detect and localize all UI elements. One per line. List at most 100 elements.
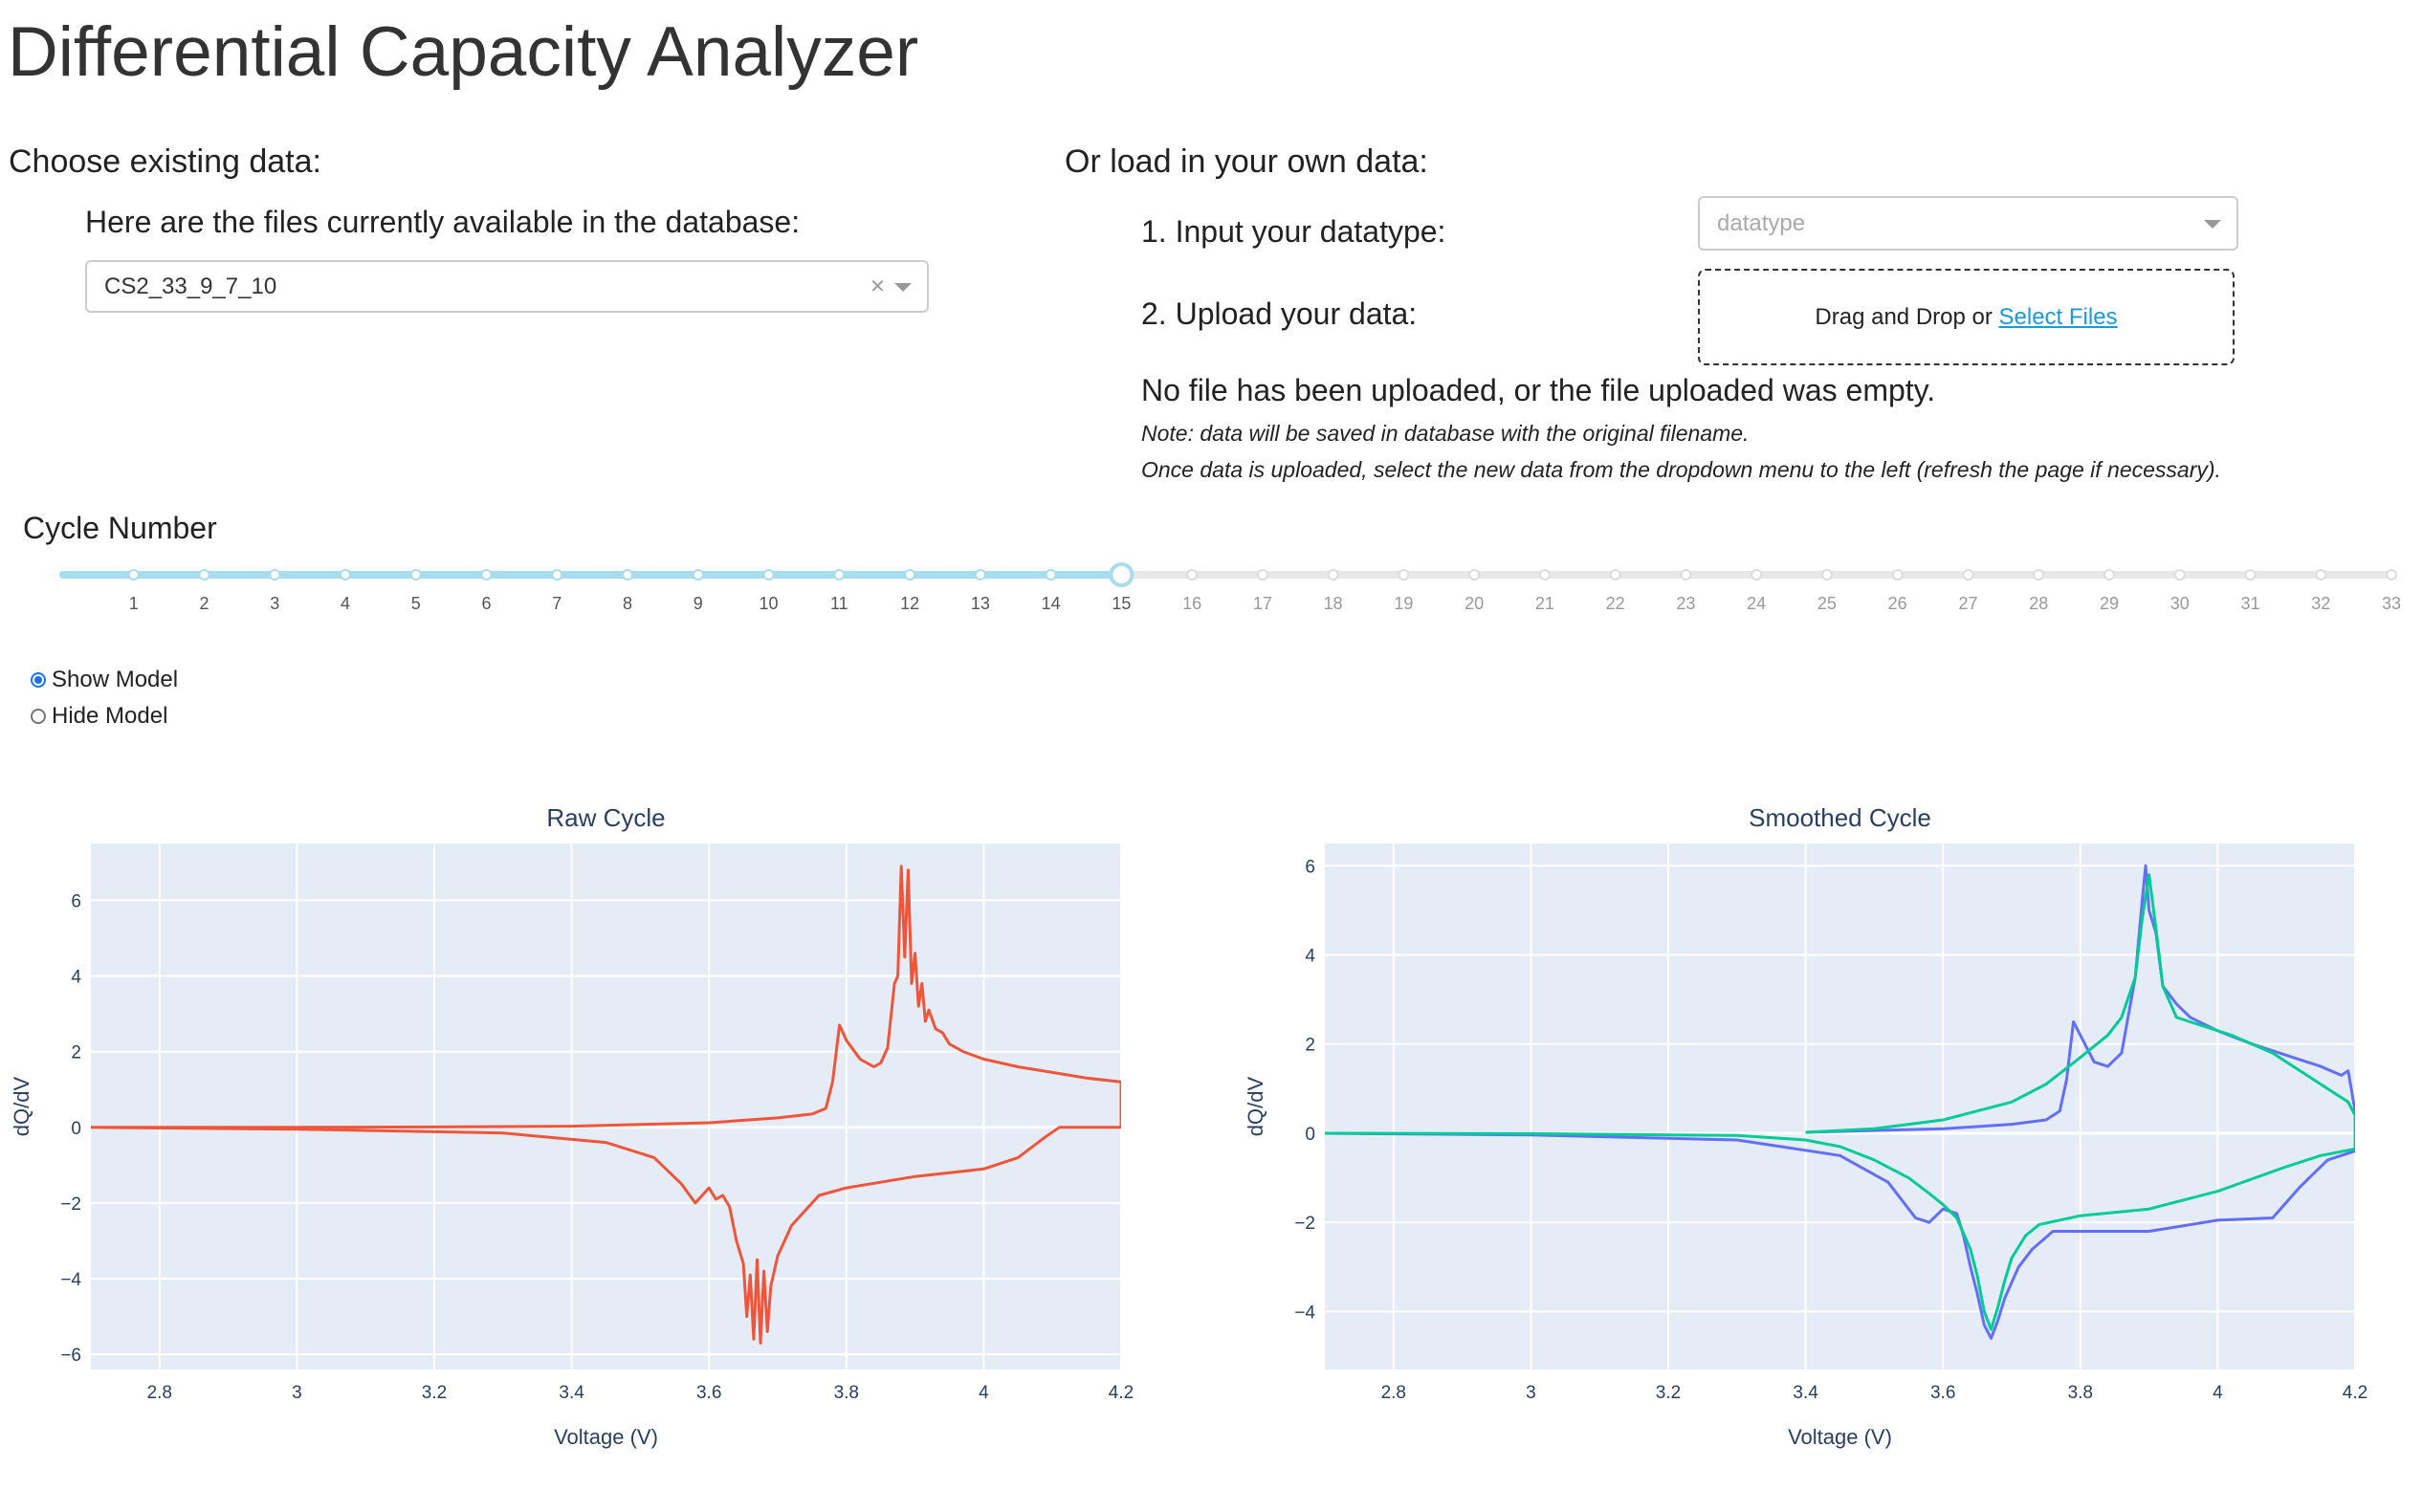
slider-dot[interactable] — [904, 569, 916, 581]
slider-dot[interactable] — [1962, 569, 1974, 581]
x-tick-label: 3 — [1526, 1383, 1536, 1403]
slider-mark-label[interactable]: 13 — [971, 594, 990, 613]
cycle-number-slider[interactable]: 1 2 3 4 5 6 7 8 9 10 11 12 13 14 15 16 17 18 19 20 21 22 23 24 2… — [0, 550, 2423, 622]
hide-model-radio[interactable] — [31, 709, 46, 724]
datatype-dropdown[interactable]: datatype — [1698, 196, 2238, 251]
slider-dot[interactable] — [1256, 569, 1268, 581]
slider-mark-label[interactable]: 27 — [1958, 594, 1977, 613]
slider-mark-label[interactable]: 2 — [200, 594, 209, 613]
slider-mark-label[interactable]: 14 — [1042, 594, 1061, 613]
slider-mark-label[interactable]: 9 — [694, 594, 703, 613]
smoothed-cycle-plot-area — [1325, 844, 2355, 1370]
y-tick-label: 0 — [71, 1119, 81, 1139]
slider-mark-label[interactable]: 30 — [2170, 594, 2190, 613]
y-tick-label: −2 — [1294, 1214, 1315, 1234]
x-tick-label: 3.6 — [696, 1383, 721, 1403]
slider-mark-label[interactable]: 17 — [1253, 594, 1272, 613]
raw-cycle-plot-area — [91, 844, 1121, 1370]
slider-dot[interactable] — [2386, 569, 2397, 581]
file-select-dropdown[interactable]: CS2_33_9_7_10 × — [85, 260, 929, 313]
slider-handle[interactable] — [1109, 562, 1134, 587]
slider-dot[interactable] — [1468, 569, 1481, 581]
slider-dot[interactable] — [2033, 569, 2045, 581]
slider-dot[interactable] — [409, 569, 422, 581]
slider-dot[interactable] — [1751, 569, 1763, 581]
slider-mark-label[interactable]: 16 — [1182, 594, 1201, 613]
slider-mark-label[interactable]: 6 — [482, 594, 492, 613]
slider-dot[interactable] — [622, 569, 634, 581]
slider-mark-label[interactable]: 32 — [2311, 594, 2330, 613]
slider-mark-label[interactable]: 33 — [2382, 594, 2401, 613]
slider-mark-label[interactable]: 3 — [270, 594, 279, 613]
slider-mark-label[interactable]: 23 — [1676, 594, 1695, 613]
hide-model-option[interactable]: Hide Model — [31, 703, 178, 730]
slider-mark-label[interactable]: 22 — [1606, 594, 1625, 613]
slider-dot[interactable] — [198, 569, 210, 581]
slider-mark-label[interactable]: 1 — [129, 594, 139, 613]
slider-dot[interactable] — [1045, 569, 1057, 581]
slider-mark-label[interactable]: 25 — [1817, 594, 1837, 613]
datatype-label: 1. Input your datatype: — [1141, 214, 1446, 249]
y-tick-label: −4 — [60, 1270, 81, 1290]
slider-dot[interactable] — [2244, 569, 2257, 581]
slider-mark-label[interactable]: 31 — [2240, 594, 2259, 613]
y-tick-label: −4 — [1294, 1303, 1315, 1323]
page-title: Differential Capacity Analyzer — [8, 13, 919, 91]
y-tick-label: 4 — [71, 967, 81, 987]
slider-mark-label[interactable]: 19 — [1394, 594, 1413, 613]
slider-mark-label[interactable]: 26 — [1888, 594, 1907, 613]
x-tick-label: 3.2 — [1656, 1383, 1681, 1403]
y-tick-label: 2 — [71, 1043, 81, 1063]
slider-dot[interactable] — [1891, 569, 1904, 581]
slider-mark-label[interactable]: 29 — [2100, 594, 2119, 613]
slider-dot[interactable] — [974, 569, 986, 581]
slider-dot[interactable] — [2315, 569, 2327, 581]
slider-dot[interactable] — [692, 569, 704, 581]
slider-dot[interactable] — [1538, 569, 1551, 581]
slider-dot[interactable] — [269, 569, 281, 581]
slider-dot[interactable] — [1327, 569, 1339, 581]
clear-selection-icon[interactable]: × — [870, 270, 885, 299]
slider-dot[interactable] — [1680, 569, 1692, 581]
slider-dot[interactable] — [1820, 569, 1833, 581]
select-files-link[interactable]: Select Files — [1998, 304, 2118, 330]
slider-dot[interactable] — [551, 569, 563, 581]
smoothed-cycle-chart: Smoothed Cycle 2.8 3 3.2 3.4 3.6 3.8 4 4.2 −4 −2 0 2… — [1244, 803, 2368, 1449]
chevron-down-icon[interactable] — [2204, 219, 2221, 229]
slider-dot[interactable] — [1398, 569, 1410, 581]
chevron-down-icon[interactable] — [894, 282, 912, 292]
slider-dot[interactable] — [1186, 569, 1199, 581]
slider-mark-label[interactable]: 8 — [623, 594, 632, 613]
slider-dot[interactable] — [2173, 569, 2186, 581]
y-tick-label: 0 — [1305, 1125, 1315, 1145]
slider-dot[interactable] — [1609, 569, 1621, 581]
file-drop-zone[interactable]: Drag and Drop or Select Files — [1698, 269, 2235, 365]
model-radio-group: Show Model Hide Model — [31, 667, 178, 730]
slider-mark-label[interactable]: 10 — [760, 594, 779, 613]
x-tick-label: 3.8 — [834, 1383, 859, 1403]
slider-mark-label[interactable]: 5 — [411, 594, 421, 613]
show-model-option[interactable]: Show Model — [31, 667, 178, 693]
slider-mark-label[interactable]: 7 — [552, 594, 562, 613]
slider-mark-label[interactable]: 24 — [1747, 594, 1766, 613]
slider-dot[interactable] — [762, 569, 775, 581]
slider-dot[interactable] — [340, 569, 352, 581]
slider-dot[interactable] — [127, 569, 140, 581]
slider-mark-label[interactable]: 4 — [341, 594, 350, 613]
slider-mark-label[interactable]: 11 — [830, 594, 848, 613]
slider-mark-label[interactable]: 21 — [1535, 594, 1554, 613]
raw-cycle-title: Raw Cycle — [546, 803, 665, 832]
x-tick-label: 3.8 — [2068, 1383, 2093, 1403]
slider-dot[interactable] — [833, 569, 846, 581]
x-tick-label: 4.2 — [2343, 1383, 2368, 1403]
x-tick-label: 2.8 — [1381, 1383, 1406, 1403]
show-model-radio[interactable] — [31, 672, 46, 688]
slider-mark-label[interactable]: 28 — [2029, 594, 2048, 613]
slider-mark-label[interactable]: 18 — [1324, 594, 1343, 613]
y-tick-label: 2 — [1305, 1036, 1315, 1056]
slider-dot[interactable] — [2103, 569, 2115, 581]
slider-mark-label[interactable]: 12 — [900, 594, 919, 613]
slider-mark-label[interactable]: 20 — [1465, 594, 1484, 613]
slider-dot[interactable] — [480, 569, 493, 581]
slider-mark-label[interactable]: 15 — [1112, 594, 1131, 613]
